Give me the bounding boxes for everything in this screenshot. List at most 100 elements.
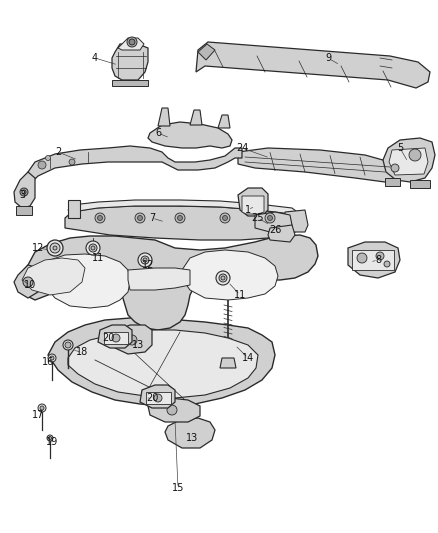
Polygon shape: [148, 122, 232, 148]
Circle shape: [127, 37, 137, 47]
Polygon shape: [158, 108, 170, 126]
Circle shape: [46, 156, 50, 160]
Text: 13: 13: [186, 433, 198, 443]
Circle shape: [63, 340, 73, 350]
Text: 11: 11: [92, 253, 104, 263]
Text: 7: 7: [149, 213, 155, 223]
Circle shape: [98, 215, 102, 221]
Circle shape: [69, 159, 75, 165]
Polygon shape: [68, 200, 80, 218]
Polygon shape: [190, 110, 202, 125]
Text: 19: 19: [46, 437, 58, 447]
Polygon shape: [383, 138, 435, 182]
Polygon shape: [218, 115, 230, 128]
Text: 12: 12: [142, 260, 154, 270]
Polygon shape: [220, 358, 236, 368]
Circle shape: [265, 213, 275, 223]
Circle shape: [127, 335, 137, 345]
Text: 18: 18: [76, 347, 88, 357]
Text: 14: 14: [242, 353, 254, 363]
Circle shape: [138, 215, 142, 221]
Circle shape: [86, 241, 100, 255]
Text: 13: 13: [132, 340, 144, 350]
Circle shape: [38, 161, 46, 169]
Text: 9: 9: [325, 53, 331, 63]
Text: 5: 5: [397, 143, 403, 153]
Polygon shape: [385, 178, 400, 186]
Polygon shape: [28, 146, 242, 182]
Circle shape: [50, 243, 60, 253]
Polygon shape: [268, 225, 295, 242]
Text: 11: 11: [234, 290, 246, 300]
Polygon shape: [68, 330, 258, 398]
Circle shape: [221, 276, 225, 280]
Text: 25: 25: [252, 213, 264, 223]
Text: 8: 8: [375, 255, 381, 265]
Polygon shape: [22, 258, 85, 295]
Polygon shape: [140, 385, 175, 408]
Polygon shape: [40, 254, 130, 308]
Polygon shape: [98, 325, 132, 348]
Circle shape: [219, 274, 227, 282]
Polygon shape: [389, 148, 428, 175]
Text: 10: 10: [24, 280, 36, 290]
Circle shape: [357, 253, 367, 263]
Text: 26: 26: [269, 225, 281, 235]
Circle shape: [40, 406, 44, 410]
Circle shape: [91, 246, 95, 250]
Polygon shape: [352, 250, 394, 270]
Circle shape: [376, 252, 384, 260]
Circle shape: [141, 256, 149, 264]
Text: 2: 2: [55, 147, 61, 157]
Circle shape: [47, 435, 53, 441]
Circle shape: [223, 215, 227, 221]
Polygon shape: [14, 172, 35, 208]
Polygon shape: [148, 398, 200, 422]
Polygon shape: [112, 325, 152, 354]
Polygon shape: [128, 268, 190, 290]
Circle shape: [112, 334, 120, 342]
Circle shape: [135, 213, 145, 223]
Polygon shape: [14, 265, 42, 298]
Circle shape: [95, 213, 105, 223]
Circle shape: [23, 277, 33, 287]
Circle shape: [216, 271, 230, 285]
Circle shape: [53, 246, 57, 250]
Circle shape: [268, 215, 272, 221]
Circle shape: [50, 356, 54, 360]
Circle shape: [20, 188, 28, 196]
Polygon shape: [68, 200, 300, 218]
Polygon shape: [285, 210, 308, 232]
Circle shape: [38, 404, 46, 412]
Text: 16: 16: [42, 357, 54, 367]
Circle shape: [49, 437, 52, 440]
Polygon shape: [238, 188, 268, 216]
Text: 15: 15: [172, 483, 184, 493]
Circle shape: [175, 213, 185, 223]
Text: 1: 1: [245, 205, 251, 215]
Circle shape: [47, 240, 63, 256]
Circle shape: [167, 405, 177, 415]
Circle shape: [220, 213, 230, 223]
Polygon shape: [410, 180, 430, 188]
Circle shape: [177, 215, 183, 221]
Circle shape: [22, 190, 26, 194]
Text: 12: 12: [32, 243, 44, 253]
Polygon shape: [16, 206, 32, 215]
Polygon shape: [182, 250, 278, 300]
Polygon shape: [20, 235, 318, 330]
Polygon shape: [146, 392, 171, 404]
Circle shape: [409, 149, 421, 161]
Text: 20: 20: [146, 393, 158, 403]
Polygon shape: [255, 212, 292, 232]
Circle shape: [138, 253, 152, 267]
Text: 17: 17: [32, 410, 44, 420]
Text: 24: 24: [236, 143, 248, 153]
Circle shape: [384, 261, 390, 267]
Polygon shape: [48, 318, 275, 406]
Circle shape: [154, 394, 162, 402]
Circle shape: [89, 244, 97, 252]
Polygon shape: [348, 242, 400, 278]
Polygon shape: [238, 148, 402, 182]
Polygon shape: [112, 80, 148, 86]
